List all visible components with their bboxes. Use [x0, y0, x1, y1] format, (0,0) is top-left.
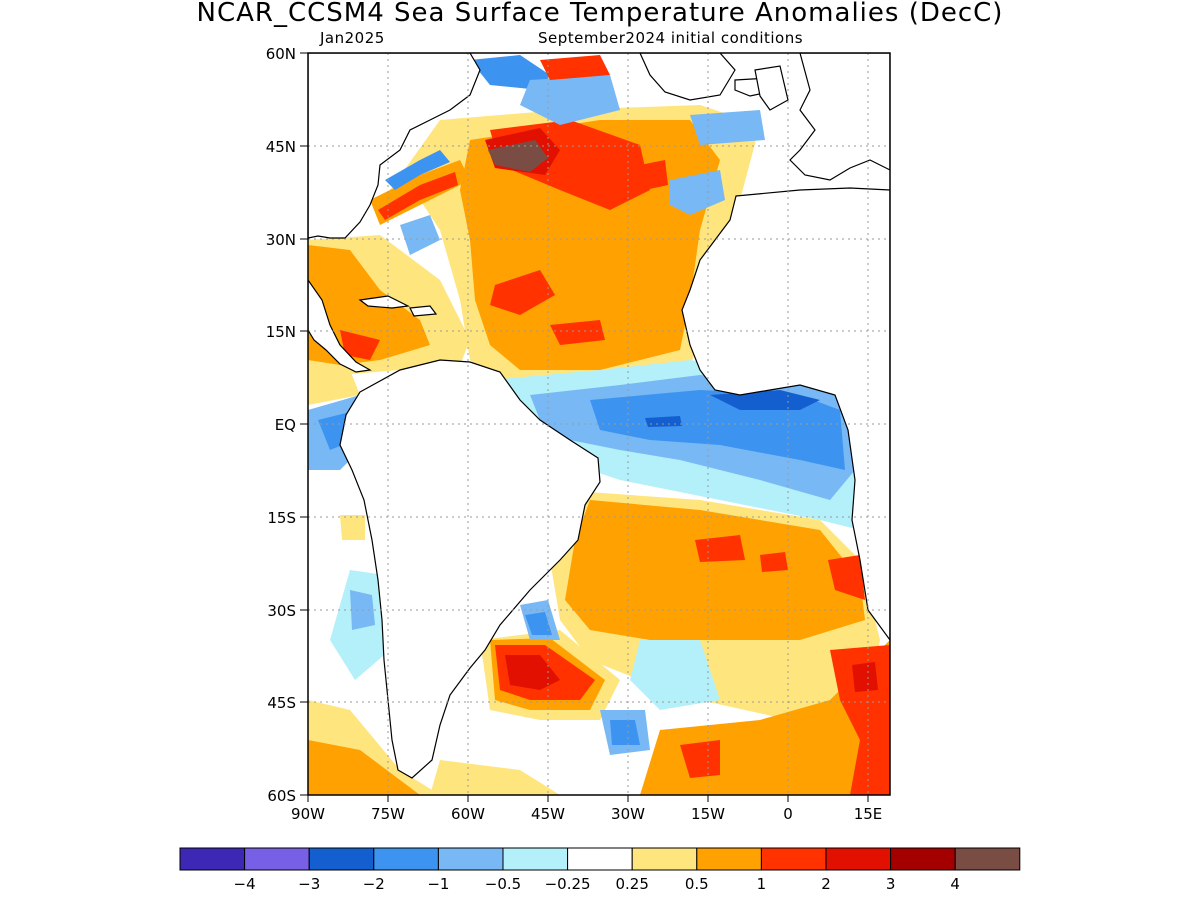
colorbar-label: 2 — [821, 875, 831, 893]
colorbar-label: 0.5 — [685, 875, 709, 893]
forecast-month-label: Jan2025 — [320, 29, 385, 47]
longitude-labels: 90W 75W 60W 45W 30W 15W 0 15E — [291, 805, 882, 823]
colorbar-swatch — [631, 847, 698, 871]
lat-label: 45S — [267, 694, 296, 712]
lon-label: 30W — [611, 805, 645, 823]
colorbar-swatch — [244, 847, 310, 871]
colorbar-label: −2 — [363, 875, 385, 893]
colorbar-swatch — [179, 847, 246, 871]
lat-label: 30N — [266, 231, 296, 249]
colorbar-label: 1 — [757, 875, 767, 893]
colorbar-label: −0.5 — [485, 875, 521, 893]
british-isles-land — [754, 65, 789, 111]
central-america-land — [308, 278, 372, 373]
colorbar: −4 −3 −2 −1 −0.5 −0.25 0.25 0.5 1 2 3 4 — [179, 847, 1021, 893]
initial-conditions-label: September2024 initial conditions — [538, 29, 804, 47]
colorbar-label: 4 — [950, 875, 960, 893]
lat-label: 15N — [266, 323, 296, 341]
latitude-labels: 60N 45N 30N 15N EQ 15S 30S 45S 60S — [266, 45, 296, 805]
colorbar-swatch — [437, 847, 504, 871]
anomaly-field — [308, 53, 890, 795]
lon-label: 15E — [854, 805, 883, 823]
lon-label: 15W — [691, 805, 725, 823]
lat-label: 60S — [267, 787, 296, 805]
lon-label: 90W — [291, 805, 325, 823]
africa-land — [681, 187, 890, 642]
colorbar-label: −0.25 — [545, 875, 591, 893]
europe-land — [789, 53, 890, 181]
colorbar-swatch — [954, 847, 1021, 871]
lon-label: 60W — [451, 805, 485, 823]
greenland-land — [639, 53, 736, 101]
axis-ticks — [300, 52, 869, 802]
graticule — [308, 53, 890, 795]
colorbar-swatch — [760, 847, 827, 871]
lat-label: 45N — [266, 138, 296, 156]
lat-label: EQ — [275, 416, 296, 434]
lat-label: 30S — [267, 602, 296, 620]
cuba-land — [358, 295, 411, 309]
colorbar-swatch — [308, 847, 375, 871]
lon-label: 75W — [371, 805, 405, 823]
colorbar-swatch — [825, 847, 892, 871]
lon-label: 45W — [531, 805, 565, 823]
hispaniola-land — [409, 305, 438, 317]
colorbar-swatch — [890, 847, 956, 871]
colorbar-label: −1 — [427, 875, 449, 893]
colorbar-swatch — [696, 847, 762, 871]
lat-label: 60N — [266, 45, 296, 63]
colorbar-label: −4 — [234, 875, 256, 893]
colorbar-label: 3 — [886, 875, 896, 893]
lon-label: 0 — [783, 805, 793, 823]
colorbar-swatch — [567, 847, 633, 871]
colorbar-swatch — [502, 847, 569, 871]
map-title: NCAR_CCSM4 Sea Surface Temperature Anoma… — [196, 0, 1004, 28]
south-america-land — [339, 359, 601, 779]
lat-label: 15S — [267, 509, 296, 527]
colorbar-label: −3 — [298, 875, 320, 893]
colorbar-swatch — [373, 847, 439, 871]
colorbar-label: 0.25 — [615, 875, 648, 893]
